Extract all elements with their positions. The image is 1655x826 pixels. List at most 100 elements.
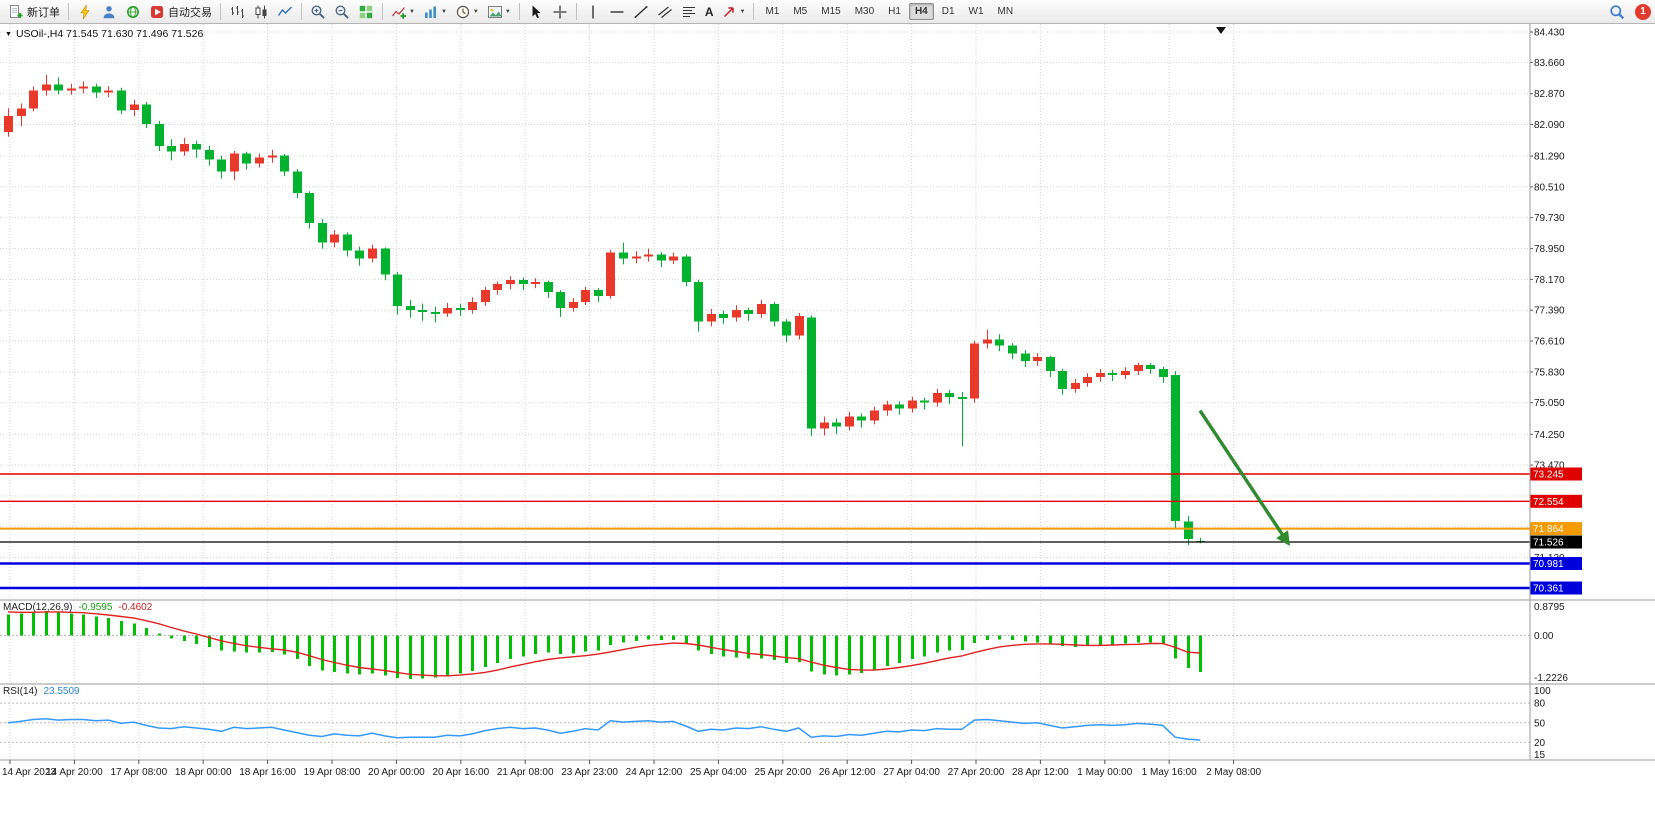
svg-text:0.8795: 0.8795 xyxy=(1534,602,1565,613)
candlestick-chart-button[interactable] xyxy=(250,1,272,23)
indicator-icon xyxy=(391,4,407,20)
svg-text:77.390: 77.390 xyxy=(1534,306,1565,317)
svg-text:75.050: 75.050 xyxy=(1534,398,1565,409)
chevron-down-icon[interactable]: ▼ xyxy=(472,8,479,15)
svg-text:-1.2226: -1.2226 xyxy=(1534,673,1568,684)
chevron-down-icon[interactable]: ▼ xyxy=(504,8,511,15)
new-order-button-label: 新订单 xyxy=(27,6,60,19)
bar-chart-button[interactable] xyxy=(226,1,248,23)
text-button-label: A xyxy=(704,4,714,19)
auto-trading-button[interactable]: 自动交易 xyxy=(146,1,215,23)
toolbar-right: 1 xyxy=(1605,1,1651,23)
timeframe-m5-button[interactable]: M5 xyxy=(793,6,808,17)
price-axis[interactable] xyxy=(1530,24,1655,760)
magnifier-icon xyxy=(1609,4,1625,20)
toolbar: 新订单 自动交易 ▼ ▼ ▼ ▼ A ▼ M1 M5 M15 M30 H1 H4 D1 W1 MN 1 xyxy=(0,0,1655,24)
svg-text:14 Apr 20:00: 14 Apr 20:00 xyxy=(46,767,103,778)
chart-symbol-ohlc: ▼ USOil-,H4 71.545 71.630 71.496 71.526 xyxy=(5,28,203,40)
objects-button[interactable]: ▼ xyxy=(420,1,450,23)
chart-canvas[interactable]: 84.430 83.660 82.870 82.090 81.290 80.510 79.7… xyxy=(0,24,1655,826)
timeframe-m30-button[interactable]: M30 xyxy=(854,6,875,17)
timeframe-w1-button[interactable]: W1 xyxy=(968,6,984,17)
svg-text:18 Apr 16:00: 18 Apr 16:00 xyxy=(239,767,296,778)
cursor-icon xyxy=(528,4,544,20)
timeframe-h1-button[interactable]: H1 xyxy=(888,6,901,17)
macd-label-text: MACD(12,26,9) xyxy=(3,602,73,613)
template-icon xyxy=(487,4,503,20)
svg-text:73.470: 73.470 xyxy=(1534,461,1565,472)
svg-text:70.981: 70.981 xyxy=(1533,559,1564,570)
toolbar-separator xyxy=(301,3,302,20)
svg-text:1 May 16:00: 1 May 16:00 xyxy=(1142,767,1197,778)
svg-text:76.610: 76.610 xyxy=(1534,337,1565,348)
crosshair-button[interactable] xyxy=(549,1,571,23)
zoom-in-button[interactable] xyxy=(307,1,329,23)
svg-text:20 Apr 16:00: 20 Apr 16:00 xyxy=(432,767,489,778)
clock-icon xyxy=(455,4,471,20)
symbol-dropdown-icon[interactable]: ▼ xyxy=(5,30,12,38)
timeframe-m1-button[interactable]: M1 xyxy=(765,6,780,17)
line-chart-button[interactable] xyxy=(274,1,296,23)
fibonacci-button[interactable] xyxy=(678,1,700,23)
svg-text:100: 100 xyxy=(1534,686,1551,697)
svg-text:78.950: 78.950 xyxy=(1534,244,1565,255)
svg-text:25 Apr 20:00: 25 Apr 20:00 xyxy=(754,767,811,778)
text-button[interactable]: A xyxy=(702,1,717,23)
indicators-button[interactable]: ▼ xyxy=(388,1,418,23)
crosshair-icon xyxy=(552,4,568,20)
toolbar-separator xyxy=(518,3,520,20)
tile-windows-button[interactable] xyxy=(355,1,377,23)
notification-badge[interactable]: 1 xyxy=(1635,3,1651,20)
svg-text:82.090: 82.090 xyxy=(1534,120,1565,131)
templates-button[interactable]: ▼ xyxy=(484,1,514,23)
market-watch-button[interactable] xyxy=(98,1,120,23)
svg-text:19 Apr 08:00: 19 Apr 08:00 xyxy=(304,767,361,778)
svg-text:71.526: 71.526 xyxy=(1533,538,1564,549)
svg-text:24 Apr 12:00: 24 Apr 12:00 xyxy=(626,767,683,778)
timeframe-h4-button[interactable]: H4 xyxy=(908,3,934,20)
svg-text:78.170: 78.170 xyxy=(1534,275,1565,286)
chevron-down-icon[interactable]: ▼ xyxy=(739,8,746,15)
timeframe-mn-button[interactable]: MN xyxy=(997,6,1014,17)
timeframe-d1-button[interactable]: D1 xyxy=(941,6,955,17)
chevron-down-icon[interactable]: ▼ xyxy=(440,8,447,15)
mql-editor-button[interactable] xyxy=(74,1,96,23)
svg-text:73.245: 73.245 xyxy=(1533,470,1564,481)
svg-text:18 Apr 00:00: 18 Apr 00:00 xyxy=(175,767,232,778)
svg-text:50: 50 xyxy=(1534,718,1546,729)
svg-text:70.361: 70.361 xyxy=(1533,584,1564,595)
new-order-button[interactable]: 新订单 xyxy=(5,1,63,23)
svg-text:14 Apr 2023: 14 Apr 2023 xyxy=(2,767,56,778)
toolbar-separator xyxy=(220,3,221,20)
periods-button[interactable]: ▼ xyxy=(452,1,482,23)
svg-text:20 Apr 00:00: 20 Apr 00:00 xyxy=(368,767,425,778)
timeframe-m15-button[interactable]: M15 xyxy=(821,6,841,17)
toolbar-separator xyxy=(753,3,755,20)
lightning-icon xyxy=(77,4,93,20)
svg-text:17 Apr 08:00: 17 Apr 08:00 xyxy=(110,767,167,778)
time-axis[interactable] xyxy=(0,760,1655,784)
toolbar-groups: 新订单 自动交易 ▼ ▼ ▼ ▼ A ▼ M1 M5 M15 M30 H1 H4 D1 W1 MN xyxy=(4,1,1605,23)
chevron-down-icon[interactable]: ▼ xyxy=(409,8,415,15)
search-button[interactable] xyxy=(1606,1,1628,23)
zoom-out-button[interactable] xyxy=(331,1,353,23)
macd-indicator-label: MACD(12,26,9) -0.9595 -0.4602 xyxy=(3,602,152,613)
rsi-indicator-label: RSI(14) 23.5509 xyxy=(3,686,80,697)
vertical-line-button[interactable] xyxy=(582,1,604,23)
equidistant-channel-button[interactable] xyxy=(654,1,676,23)
rsi-label-text: RSI(14) xyxy=(3,686,38,697)
trendline-button[interactable] xyxy=(630,1,652,23)
horizontal-line-button[interactable] xyxy=(606,1,628,23)
svg-text:26 Apr 12:00: 26 Apr 12:00 xyxy=(819,767,876,778)
hline-icon xyxy=(609,4,625,20)
macd-signal-value: -0.4602 xyxy=(118,602,153,613)
globe-icon xyxy=(125,4,141,20)
svg-text:27 Apr 20:00: 27 Apr 20:00 xyxy=(948,767,1005,778)
svg-text:21 Apr 08:00: 21 Apr 08:00 xyxy=(497,767,554,778)
data-window-button[interactable] xyxy=(122,1,144,23)
fibo-icon xyxy=(681,4,697,20)
arrows-button[interactable]: ▼ xyxy=(718,1,748,23)
cursor-button[interactable] xyxy=(525,1,547,23)
svg-text:83.660: 83.660 xyxy=(1534,58,1565,69)
